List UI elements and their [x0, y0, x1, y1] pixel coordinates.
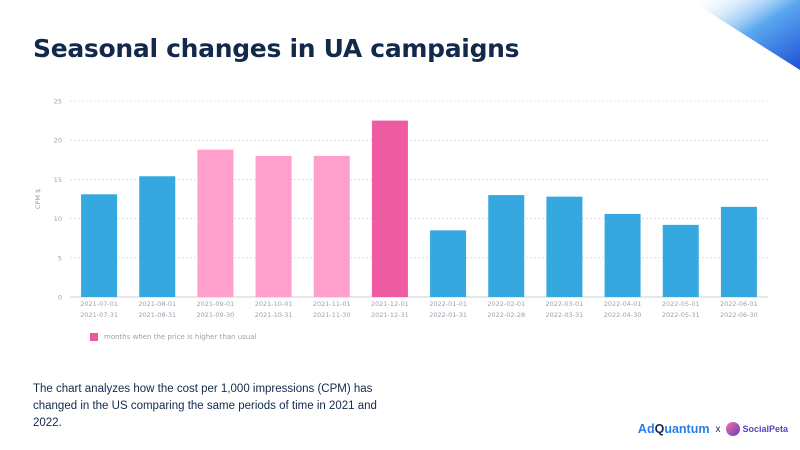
legend-label: months when the price is higher than usu…	[104, 333, 257, 341]
bar-11	[720, 206, 757, 297]
bar-10	[662, 224, 699, 297]
x-tick-label: 2022-05-31	[662, 311, 700, 319]
y-tick-label: 5	[58, 254, 62, 262]
x-tick-label: 2021-10-31	[255, 311, 293, 319]
bar-3	[255, 155, 292, 297]
y-tick-label: 0	[58, 294, 62, 302]
brand-logos: AdQuantum x SocialPeta	[638, 422, 788, 436]
bar-2	[197, 149, 234, 297]
x-tick-label: 2022-06-30	[720, 311, 758, 319]
x-tick-label: 2021-09-30	[197, 311, 235, 319]
cpm-bar-chart: 0 5 10 15 20 25 2021-07-01 2021-07-31 2021-08-01…	[34, 98, 768, 320]
bar-7	[488, 195, 525, 297]
x-tick-label: 2021-07-01	[80, 300, 118, 308]
x-tick-label: 2022-06-01	[720, 300, 758, 308]
x-tick-label: 2021-10-01	[255, 300, 293, 308]
bar-4	[313, 155, 350, 297]
bar-1	[139, 176, 176, 297]
y-tick-label: 25	[54, 98, 62, 106]
legend-swatch	[90, 333, 98, 341]
x-tick-label: 2022-01-31	[429, 311, 467, 319]
grid-layer	[70, 100, 768, 298]
x-tick-label: 2021-07-31	[80, 311, 118, 319]
x-tick-label: 2021-08-31	[138, 311, 176, 319]
x-tick-label: 2022-01-01	[429, 300, 467, 308]
corner-decoration	[690, 0, 800, 70]
x-tick-label: 2021-12-31	[371, 311, 409, 319]
chart-legend: months when the price is higher than usu…	[90, 333, 256, 341]
bar-6	[430, 230, 467, 297]
y-tick-label: 20	[54, 137, 62, 145]
x-tick-label: 2022-03-31	[546, 311, 584, 319]
y-tick-label: 10	[54, 215, 62, 223]
x-tick-label: 2022-04-30	[604, 311, 642, 319]
brand-separator: x	[715, 423, 721, 435]
bar-0	[81, 194, 118, 297]
y-axis-title: CPM $	[34, 189, 42, 209]
x-tick-label: 2022-04-01	[604, 300, 642, 308]
bar-9	[604, 213, 641, 297]
bar-5	[371, 120, 408, 297]
page-title: Seasonal changes in UA campaigns	[33, 34, 520, 63]
socialpeta-icon	[726, 422, 741, 436]
x-tick-label: 2022-02-01	[487, 300, 525, 308]
x-tick-label: 2021-08-01	[138, 300, 176, 308]
x-tick-label: 2021-11-30	[313, 311, 351, 319]
x-tick-label: 2021-11-01	[313, 300, 351, 308]
x-tick-label: 2022-02-28	[487, 311, 525, 319]
chart-description: The chart analyzes how the cost per 1,00…	[33, 383, 377, 429]
x-tick-label: 2022-05-01	[662, 300, 700, 308]
adquantum-logo: AdQuantum	[637, 422, 710, 436]
x-tick-label: 2021-09-01	[197, 300, 235, 308]
label-layer: 0 5 10 15 20 25 2021-07-01 2021-07-31 2021-08-01…	[54, 98, 758, 320]
bar-8	[546, 196, 583, 297]
x-tick-label: 2022-03-01	[546, 300, 584, 308]
x-tick-label: 2021-12-01	[371, 300, 409, 308]
socialpeta-logo: SocialPeta	[726, 422, 788, 436]
y-tick-label: 15	[54, 176, 62, 184]
bar-layer	[81, 120, 757, 297]
